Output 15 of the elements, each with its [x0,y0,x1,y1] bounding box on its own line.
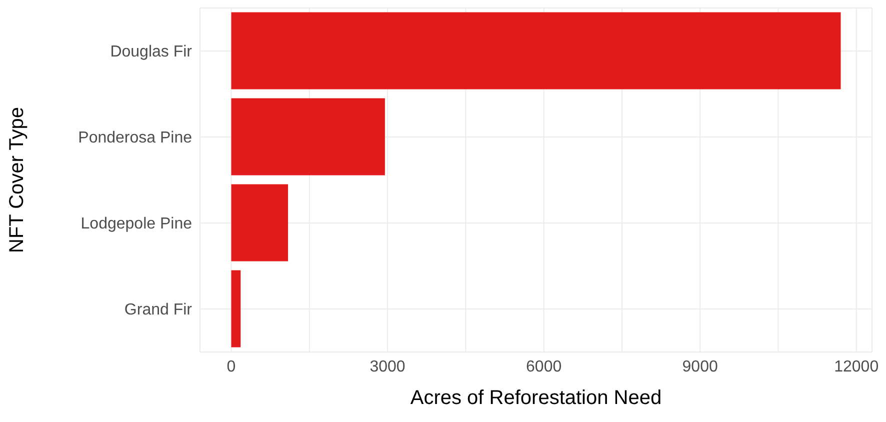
x-axis-title: Acres of Reforestation Need [410,387,662,410]
x-tick-label: 9000 [682,358,718,376]
y-tick-label: Ponderosa Pine [78,130,192,147]
y-axis-title: NFT Cover Type [6,107,28,253]
x-tick-label: 6000 [526,358,562,376]
y-tick-label: Lodgepole Pine [80,216,192,233]
y-tick-label: Douglas Fir [110,44,193,61]
bar [231,98,385,176]
bar [231,270,241,348]
bar [231,12,841,90]
bar [231,184,288,262]
x-tick-label: 0 [226,358,236,376]
x-tick-label: 3000 [370,358,406,376]
x-tick-label: 12000 [834,358,879,376]
y-tick-label: Grand Fir [124,302,193,319]
